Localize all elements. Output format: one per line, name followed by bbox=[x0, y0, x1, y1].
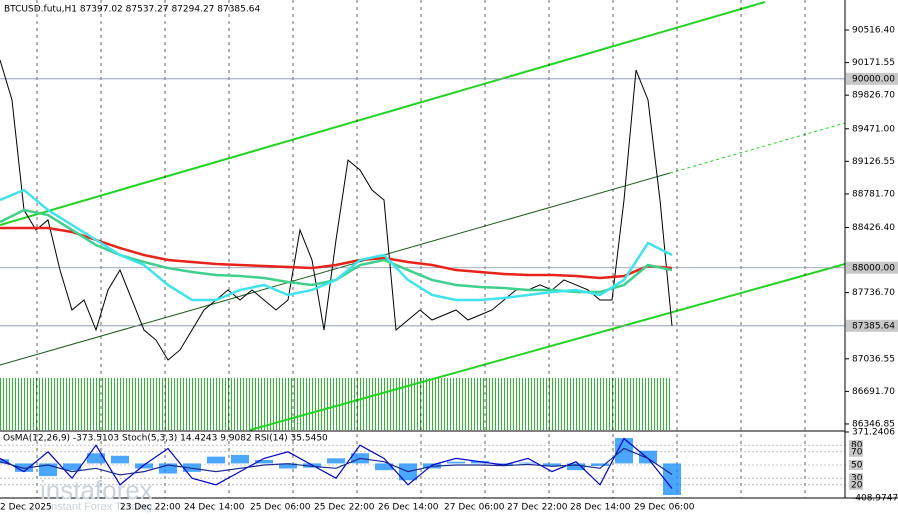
series-line bbox=[0, 226, 673, 280]
x-tick-label: 25 Dec 22:00 bbox=[314, 503, 375, 513]
y-tick-label: 89126.55 bbox=[852, 157, 895, 167]
osc-level-box bbox=[849, 473, 863, 484]
y2-tick-label: 371.2406 bbox=[852, 428, 895, 438]
y-tick-label: 90516.40 bbox=[852, 26, 895, 36]
level-box bbox=[846, 261, 898, 274]
y2-tick-label: -408.9747 bbox=[852, 494, 898, 504]
osma-bar bbox=[15, 463, 33, 472]
osma-bar bbox=[663, 463, 681, 495]
osc-level-box bbox=[849, 479, 863, 490]
channel-mid bbox=[0, 172, 671, 366]
osma-bar bbox=[135, 463, 153, 469]
osma-bar bbox=[567, 463, 585, 471]
osma-bar bbox=[543, 463, 561, 466]
osma-bar bbox=[519, 462, 537, 464]
y-tick-label: 87736.70 bbox=[852, 288, 895, 298]
osma-bar bbox=[231, 454, 249, 464]
x-tick-label: 2 Dec 2025 bbox=[0, 503, 52, 513]
x-tick-label: 26 Dec 14:00 bbox=[378, 503, 439, 513]
y-tick-label: 88781.70 bbox=[852, 189, 895, 199]
price-panel bbox=[0, 0, 845, 498]
channel-mid-ext bbox=[669, 122, 846, 174]
osma-bar bbox=[111, 455, 129, 464]
channel-bottom bbox=[249, 263, 846, 431]
x-tick-label: 27 Dec 22:00 bbox=[507, 503, 568, 513]
osc-level-box bbox=[849, 446, 863, 457]
series-line bbox=[0, 188, 673, 302]
osma-bar bbox=[495, 463, 513, 466]
osc-level-label: 70 bbox=[851, 447, 863, 457]
x-tick-label: 23 Dec 22:00 bbox=[120, 503, 181, 513]
x-tick-label: 25 Dec 06:00 bbox=[250, 503, 311, 513]
y-tick-label: 87036.55 bbox=[852, 354, 895, 364]
osc-level-label: 30 bbox=[851, 474, 863, 484]
y-tick-label: 89471.00 bbox=[852, 124, 895, 134]
watermark-tagline: Instant Forex Trading bbox=[48, 501, 152, 513]
osma-bar bbox=[591, 463, 609, 466]
osc-line bbox=[0, 447, 673, 476]
osc-level-box bbox=[849, 440, 863, 451]
osma-bar bbox=[255, 460, 273, 464]
x-tick-label: 27 Dec 06:00 bbox=[444, 503, 505, 513]
osc-level-label: 50 bbox=[851, 461, 863, 471]
oscillator-panel bbox=[0, 437, 845, 495]
osma-bar bbox=[279, 463, 297, 469]
channel-top bbox=[0, 1, 766, 226]
osc-level-label: 20 bbox=[851, 480, 863, 490]
osma-bar bbox=[183, 463, 201, 472]
level-box bbox=[846, 72, 898, 85]
x-tick-label: 24 Dec 14:00 bbox=[184, 503, 245, 513]
osma-bar bbox=[327, 458, 345, 464]
osc-line bbox=[0, 437, 673, 489]
osma-bar bbox=[615, 438, 633, 464]
osma-bar bbox=[447, 461, 465, 464]
x-tick-label: 29 Dec 06:00 bbox=[634, 503, 695, 513]
y-tick-label: 90171.55 bbox=[852, 58, 895, 68]
osma-bar bbox=[63, 463, 81, 471]
level-label: 90000.00 bbox=[852, 74, 895, 84]
level-label: 87385.64 bbox=[852, 321, 895, 331]
y-tick-label: 89826.70 bbox=[852, 91, 895, 101]
osma-bar bbox=[375, 463, 393, 471]
watermark-brand: instaforex bbox=[40, 475, 153, 505]
x-tick-label: 28 Dec 14:00 bbox=[570, 503, 631, 513]
osma-bar bbox=[159, 463, 177, 474]
y-tick-label: 88426.40 bbox=[852, 223, 895, 233]
osc-level-label: 80 bbox=[851, 441, 863, 451]
y-tick-label: 86691.70 bbox=[852, 387, 895, 397]
osc-level-box bbox=[849, 460, 863, 470]
y-tick-label: 86346.85 bbox=[852, 419, 895, 429]
level-label: 88000.00 bbox=[852, 263, 895, 273]
osma-bar bbox=[207, 456, 225, 464]
osc-title: OsMA(12,26,9) -373.5103 Stoch(5,3,3) 14.… bbox=[3, 434, 328, 444]
volume bbox=[0, 378, 672, 430]
chart-title: BTCUSD.futu,H1 87397.02 87537.27 87294.2… bbox=[4, 5, 260, 15]
series-line bbox=[0, 59, 673, 361]
level-box bbox=[846, 319, 898, 332]
osma-bar bbox=[639, 450, 657, 464]
osma-bar bbox=[87, 453, 105, 464]
